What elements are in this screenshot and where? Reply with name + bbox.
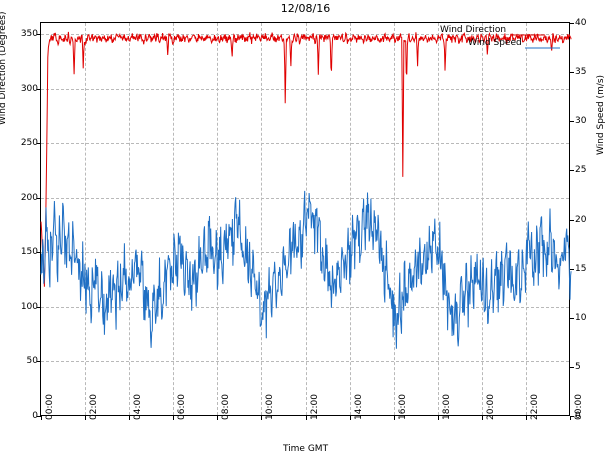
gridline-vertical: [261, 23, 263, 415]
x-tick-mark: [305, 416, 307, 420]
gridline-vertical: [173, 23, 175, 415]
y2-tick-mark: [570, 317, 574, 319]
x-tick-mark: [525, 416, 527, 420]
y2-tick-mark: [570, 72, 574, 74]
chart-title: 12/08/16: [280, 2, 331, 15]
y-tick-label: 200: [20, 192, 38, 203]
gridline-vertical: [129, 23, 131, 415]
x-tick-mark: [570, 416, 571, 420]
x-tick-mark: [437, 416, 439, 420]
gridline-vertical: [349, 23, 351, 415]
x-tick-mark: [349, 416, 351, 420]
y2-tick-label: 15: [575, 263, 587, 274]
gridline-vertical: [85, 23, 87, 415]
y2-tick-label: 40: [575, 18, 587, 28]
x-tick-mark: [41, 416, 42, 420]
y-tick-label: 300: [20, 83, 38, 94]
x-tick-mark: [85, 416, 87, 420]
x-tick-mark: [481, 416, 483, 420]
gridline-vertical: [393, 23, 395, 415]
y2-tick-label: 20: [575, 214, 587, 225]
gridline-vertical: [437, 23, 439, 415]
legend-item-wind-direction: Wind Direction: [440, 25, 507, 35]
y-tick-label: 150: [20, 247, 38, 258]
y-tick-label: 350: [20, 28, 38, 39]
gridline-horizontal: [41, 306, 569, 308]
series-line-wind-speed: [40, 190, 572, 349]
y-tick-label: 0: [32, 411, 38, 421]
gridline-horizontal: [41, 88, 569, 90]
y-tick-label: 100: [20, 301, 38, 312]
x-tick-mark: [393, 416, 395, 420]
y-tick-mark: [37, 143, 41, 145]
x-tick-mark: [173, 416, 175, 420]
x-tick-mark: [217, 416, 219, 420]
gridline-vertical: [305, 23, 307, 415]
y-tick-mark: [37, 252, 41, 254]
y-tick-mark: [37, 33, 41, 35]
y2-tick-mark: [570, 23, 574, 24]
y-tick-label: 50: [26, 356, 38, 367]
x-tick-mark: [129, 416, 131, 420]
y2-tick-mark: [570, 366, 574, 368]
y2-tick-mark: [570, 121, 574, 123]
y-tick-mark: [37, 306, 41, 308]
x-tick-mark: [261, 416, 263, 420]
gridline-horizontal: [41, 361, 569, 363]
y2-tick-mark: [570, 219, 574, 221]
gridline-horizontal: [41, 143, 569, 145]
y2-tick-label: 30: [575, 116, 587, 127]
y-tick-label: 250: [20, 138, 38, 149]
x-axis-label: Time GMT: [282, 444, 329, 454]
y2-tick-mark: [570, 268, 574, 270]
y2-tick-label: 5: [575, 361, 581, 372]
legend-item-wind-speed: Wind Speed: [468, 38, 522, 48]
y2-tick-mark: [570, 170, 574, 172]
y2-tick-label: 0: [575, 411, 581, 421]
y2-tick-mark: [570, 416, 574, 417]
gridline-vertical: [481, 23, 483, 415]
gridline-vertical: [217, 23, 219, 415]
series-line-wind-direction: [40, 31, 572, 287]
y-tick-mark: [37, 361, 41, 363]
y2-tick-label: 35: [575, 67, 587, 78]
y2-tick-label: 25: [575, 165, 587, 176]
y-tick-mark: [37, 416, 41, 417]
y-tick-mark: [37, 88, 41, 90]
gridline-horizontal: [41, 252, 569, 254]
y-tick-mark: [37, 197, 41, 199]
gridline-vertical: [525, 23, 527, 415]
y2-tick-label: 10: [575, 312, 587, 323]
